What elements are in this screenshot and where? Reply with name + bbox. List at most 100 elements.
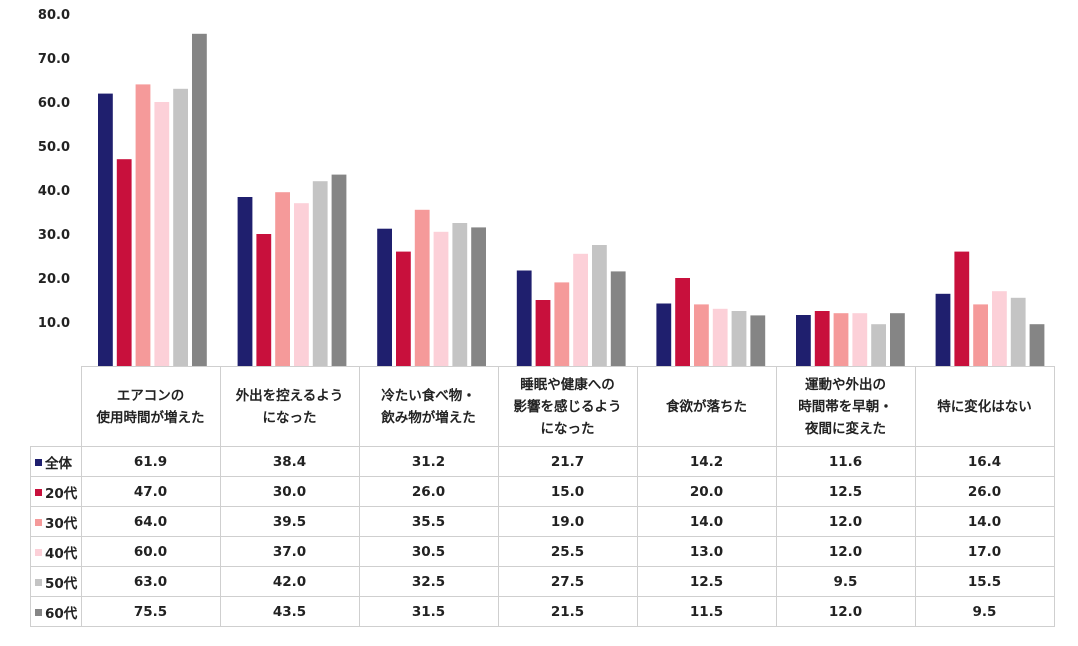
category-label-line: 運動や外出の xyxy=(805,376,886,393)
data-value: 43.5 xyxy=(219,596,360,627)
series-label: 60代 xyxy=(30,596,82,627)
series-name: 全体 xyxy=(45,455,72,472)
bar xyxy=(954,251,970,366)
bar-group xyxy=(796,311,905,366)
bar xyxy=(992,291,1007,366)
category-label: 特に変化はない xyxy=(914,366,1055,447)
table-row: 60代 75.5 43.5 31.5 21.5 11.5 12.0 9.5 xyxy=(30,596,1055,627)
bar xyxy=(592,245,607,366)
data-value: 13.0 xyxy=(636,536,777,567)
series-name: 20代 xyxy=(45,485,78,502)
data-value: 31.5 xyxy=(358,596,499,627)
bar xyxy=(1029,324,1045,366)
bar xyxy=(173,88,188,366)
y-tick-label: 40.0 xyxy=(38,184,70,199)
category-label: 運動や外出の 時間帯を早朝・ 夜間に変えた xyxy=(775,366,916,447)
legend-swatch xyxy=(35,488,42,496)
bar-group xyxy=(935,251,1045,366)
category-label-line: 夜間に変えた xyxy=(805,420,886,437)
data-value: 35.5 xyxy=(358,506,499,537)
data-value: 12.5 xyxy=(775,476,916,507)
bar xyxy=(256,234,272,366)
series-label: 40代 xyxy=(30,536,82,567)
series-label: 20代 xyxy=(30,476,82,507)
data-value: 64.0 xyxy=(80,506,221,537)
legend-swatch xyxy=(35,458,42,466)
data-value: 12.0 xyxy=(775,536,916,567)
category-label-line: 外出を控えるよう xyxy=(235,387,344,404)
bar-group xyxy=(98,33,207,366)
y-tick-label: 50.0 xyxy=(38,140,70,155)
category-label: 食欲が落ちた xyxy=(636,366,777,447)
bar xyxy=(135,84,151,366)
bar xyxy=(833,313,849,366)
bar xyxy=(452,223,468,366)
legend-swatch xyxy=(35,578,42,586)
data-value: 61.9 xyxy=(80,446,221,477)
bar xyxy=(573,253,588,366)
data-value: 9.5 xyxy=(775,566,916,597)
bar xyxy=(237,197,253,366)
data-table: エアコンの 使用時間が増えた 外出を控えるよう になった 冷たい食べ物・ 飲み物が増えた睡… xyxy=(30,366,1055,627)
data-value: 47.0 xyxy=(80,476,221,507)
data-value: 9.5 xyxy=(914,596,1055,627)
category-label-line: 冷たい食べ物・ xyxy=(381,387,476,404)
data-value: 11.6 xyxy=(775,446,916,477)
bar xyxy=(935,293,951,366)
data-value: 20.0 xyxy=(636,476,777,507)
bar xyxy=(675,278,690,366)
bar-groups xyxy=(98,33,1045,366)
category-label: エアコンの 使用時間が増えた xyxy=(80,366,221,447)
data-value: 60.0 xyxy=(80,536,221,567)
data-value: 21.5 xyxy=(497,596,638,627)
bar xyxy=(712,308,728,366)
legend-swatch xyxy=(35,608,42,616)
bar xyxy=(731,311,747,366)
y-tick-label: 70.0 xyxy=(38,52,70,67)
category-label-line: 時間帯を早朝・ xyxy=(798,398,893,415)
series-label: 全体 xyxy=(30,446,82,477)
category-label: 冷たい食べ物・ 飲み物が増えた xyxy=(358,366,499,447)
data-value: 75.5 xyxy=(80,596,221,627)
table-row: 50代 63.0 42.0 32.5 27.5 12.5 9.5 15.5 xyxy=(30,566,1055,597)
bar xyxy=(554,282,570,366)
data-value: 42.0 xyxy=(219,566,360,597)
y-tick-label: 10.0 xyxy=(38,316,70,331)
data-value: 15.0 xyxy=(497,476,638,507)
bar xyxy=(377,228,392,366)
bar xyxy=(192,33,207,366)
data-value: 14.0 xyxy=(636,506,777,537)
bar-chart: - 10.0 20.0 30.0 40.0 50.0 60.0 70.0 80.0 xyxy=(38,8,1045,366)
bar xyxy=(814,311,830,366)
table-row: 全体 61.9 38.4 31.2 21.7 14.2 11.6 16.4 xyxy=(30,446,1055,477)
data-value: 12.0 xyxy=(775,506,916,537)
data-value: 15.5 xyxy=(914,566,1055,597)
data-value: 30.0 xyxy=(219,476,360,507)
y-tick-label: 80.0 xyxy=(38,8,70,23)
bar xyxy=(656,303,672,366)
series-name: 40代 xyxy=(45,545,78,562)
data-value: 37.0 xyxy=(219,536,360,567)
data-value: 39.5 xyxy=(219,506,360,537)
data-value: 21.7 xyxy=(497,446,638,477)
category-label-line: 影響を感じるよう xyxy=(513,398,622,415)
bar xyxy=(1010,297,1026,366)
data-value: 11.5 xyxy=(636,596,777,627)
y-tick-label: - xyxy=(65,360,70,366)
category-label-line: エアコンの xyxy=(116,387,185,404)
bar xyxy=(433,231,449,366)
category-label: 外出を控えるよう になった xyxy=(219,366,360,447)
bar xyxy=(294,203,309,366)
data-value: 26.0 xyxy=(358,476,499,507)
bar-group xyxy=(516,245,626,366)
data-value: 19.0 xyxy=(497,506,638,537)
data-value: 63.0 xyxy=(80,566,221,597)
bar xyxy=(852,313,868,366)
table-row: 40代 60.0 37.0 30.5 25.5 13.0 12.0 17.0 xyxy=(30,536,1055,567)
data-value: 31.2 xyxy=(358,446,499,477)
data-value: 30.5 xyxy=(358,536,499,567)
data-value: 14.2 xyxy=(636,446,777,477)
table-corner xyxy=(30,366,82,447)
category-label: 睡眠や健康への 影響を感じるよう になった xyxy=(497,366,638,447)
series-name: 60代 xyxy=(45,605,78,622)
